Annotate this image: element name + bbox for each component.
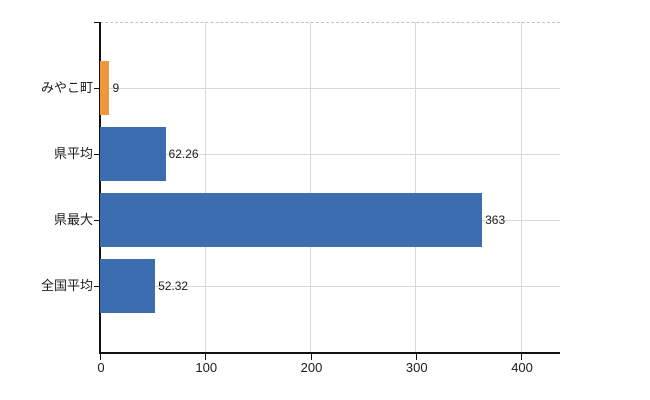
gridline-horizontal: [100, 87, 560, 89]
x-tick-label: 100: [195, 360, 218, 375]
bar-value-label: 9: [112, 81, 120, 95]
x-tick-label: 0: [97, 360, 105, 375]
x-axis-tick: [521, 353, 523, 360]
x-axis-tick: [205, 353, 207, 360]
gridline-vertical: [520, 22, 522, 352]
category-label: 全国平均: [40, 278, 93, 293]
gridline-vertical: [415, 22, 417, 352]
bar-value-label: 52.32: [158, 279, 189, 293]
y-axis-tick: [94, 87, 100, 89]
x-tick-label: 300: [405, 360, 428, 375]
y-axis-top-tick: [94, 22, 100, 23]
x-tick-label: 200: [300, 360, 323, 375]
x-axis-tick: [415, 353, 417, 360]
gridline-vertical: [204, 22, 206, 352]
x-axis-tick: [310, 353, 312, 360]
y-axis-line: [99, 22, 101, 353]
x-tick-label: 400: [511, 360, 533, 375]
bar: [100, 61, 110, 115]
gridline-vertical: [310, 22, 312, 352]
plot-top-border: [100, 22, 560, 23]
bar: [100, 193, 483, 247]
gridline-horizontal: [100, 153, 560, 155]
x-axis-tick: [100, 353, 101, 360]
category-label: 県最大: [53, 212, 93, 227]
x-axis-line: [99, 352, 560, 354]
bar: [100, 259, 156, 313]
bar: [100, 127, 166, 181]
bar-value-label: 62.26: [168, 147, 199, 161]
plot-area: [100, 22, 560, 352]
bar-value-label: 363: [485, 213, 506, 227]
y-axis-tick: [94, 153, 100, 155]
gridline-horizontal: [100, 285, 560, 287]
y-axis-tick: [94, 219, 100, 221]
category-label: 県平均: [53, 146, 93, 161]
category-label: みやこ町: [40, 80, 93, 95]
y-axis-tick: [94, 285, 100, 287]
